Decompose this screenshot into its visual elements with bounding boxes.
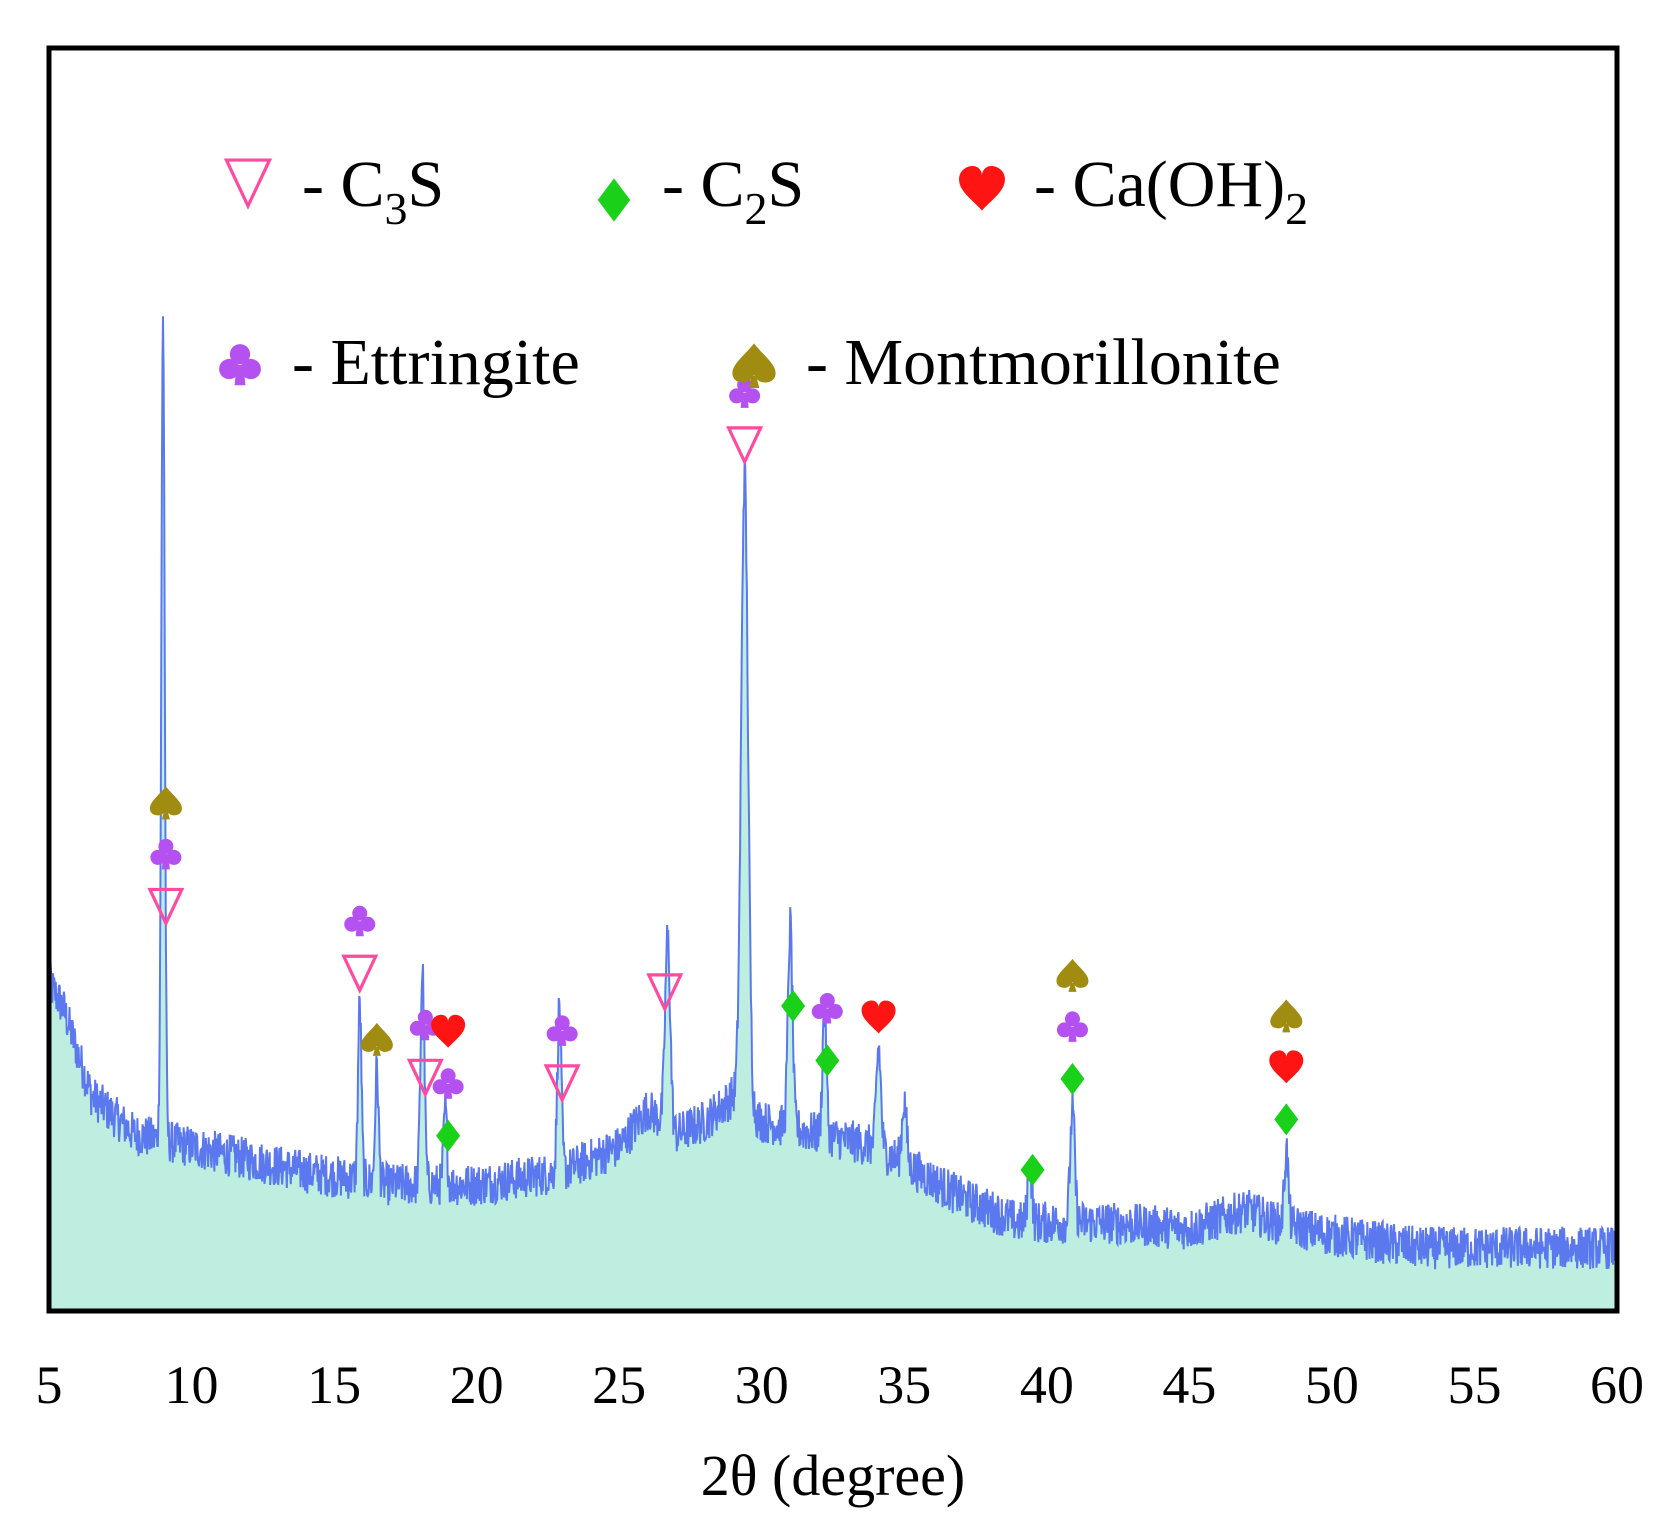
legend-subscript: 2 xyxy=(745,183,768,234)
x-tick-label: 10 xyxy=(165,1355,219,1415)
x-tick-label: 45 xyxy=(1162,1355,1216,1415)
legend: - C3S - C2S - Ca(OH)2- Ettringite - Montmor… xyxy=(219,148,1308,399)
spade-icon xyxy=(149,786,182,820)
plot-frame xyxy=(46,45,1620,1314)
x-tick-label: 35 xyxy=(877,1355,931,1415)
x-axis-ticks: 5 10 15 20 25 30 35 40 45 50 55 60 xyxy=(36,1355,1645,1415)
heart-icon xyxy=(861,1000,896,1034)
x-tick-label: 25 xyxy=(592,1355,646,1415)
spade-icon xyxy=(1056,958,1089,992)
diamond-icon xyxy=(1060,1062,1085,1095)
triangle-down-outline-icon xyxy=(406,1058,444,1099)
club-icon xyxy=(546,1015,578,1046)
heart-icon xyxy=(1269,1050,1304,1084)
legend-label: - C2S xyxy=(662,148,804,234)
diamond-icon xyxy=(815,1044,840,1077)
legend-item-caoh2: - Ca(OH)2 xyxy=(959,148,1308,234)
legend-dash: - xyxy=(662,148,700,221)
legend-tail: S xyxy=(408,148,445,221)
triangle-down-outline-icon xyxy=(341,954,379,995)
x-tick-label: 50 xyxy=(1305,1355,1359,1415)
club-icon xyxy=(150,838,182,870)
legend-item-montmorillonite: - Montmorillonite xyxy=(732,326,1281,399)
legend-name: Ettringite xyxy=(330,326,579,399)
legend-name: Ca(OH) xyxy=(1072,148,1285,221)
xrd-pattern-line xyxy=(48,316,1618,1270)
legend-item-c3s: - C3S xyxy=(223,148,444,234)
triangle-down-outline-icon xyxy=(147,887,185,928)
legend-dash: - xyxy=(1034,148,1072,221)
x-axis-label: 2θ (degree) xyxy=(701,1443,965,1508)
legend-label: - C3S xyxy=(302,148,444,234)
peak-markers xyxy=(147,377,1304,1186)
legend-dash: - xyxy=(806,326,844,399)
legend-dash: - xyxy=(302,148,340,221)
legend-tail: S xyxy=(768,148,805,221)
heart-icon xyxy=(431,1014,466,1048)
legend-name: C xyxy=(340,148,384,221)
triangle-down-outline-icon xyxy=(646,973,684,1013)
club-icon xyxy=(811,993,843,1024)
club-icon xyxy=(344,905,376,937)
pattern-area-fill xyxy=(49,316,1617,1311)
spade-icon xyxy=(732,343,776,388)
triangle-down-outline-icon xyxy=(726,426,764,466)
diamond-icon xyxy=(1274,1103,1299,1136)
x-tick-label: 30 xyxy=(735,1355,789,1415)
legend-name: Montmorillonite xyxy=(844,326,1280,399)
club-icon xyxy=(219,344,261,386)
legend-label: - Montmorillonite xyxy=(806,326,1281,399)
legend-name: C xyxy=(700,148,744,221)
club-icon xyxy=(1056,1011,1088,1042)
heart-icon xyxy=(959,166,1005,211)
legend-dash: - xyxy=(292,326,330,399)
triangle-down-outline-icon xyxy=(223,158,273,210)
triangle-down-outline-icon xyxy=(543,1064,581,1104)
legend-label: - Ca(OH)2 xyxy=(1034,148,1308,234)
legend-item-ettringite: - Ettringite xyxy=(219,326,580,399)
x-tick-label: 40 xyxy=(1020,1355,1074,1415)
spade-icon xyxy=(1270,999,1303,1033)
x-tick-label: 5 xyxy=(36,1355,63,1415)
x-tick-label: 55 xyxy=(1447,1355,1501,1415)
legend-subscript: 2 xyxy=(1285,183,1308,234)
diamond-icon xyxy=(1020,1153,1045,1186)
diamond-icon xyxy=(781,989,806,1022)
diamond-icon xyxy=(436,1119,461,1152)
legend-item-c2s: - C2S xyxy=(597,148,804,234)
club-icon xyxy=(432,1068,464,1099)
x-tick-label: 20 xyxy=(450,1355,504,1415)
x-tick-label: 15 xyxy=(307,1355,361,1415)
x-tick-label: 60 xyxy=(1590,1355,1644,1415)
spade-icon xyxy=(360,1022,393,1056)
diamond-icon xyxy=(597,178,631,222)
legend-label: - Ettringite xyxy=(292,326,580,399)
legend-subscript: 3 xyxy=(385,183,408,234)
